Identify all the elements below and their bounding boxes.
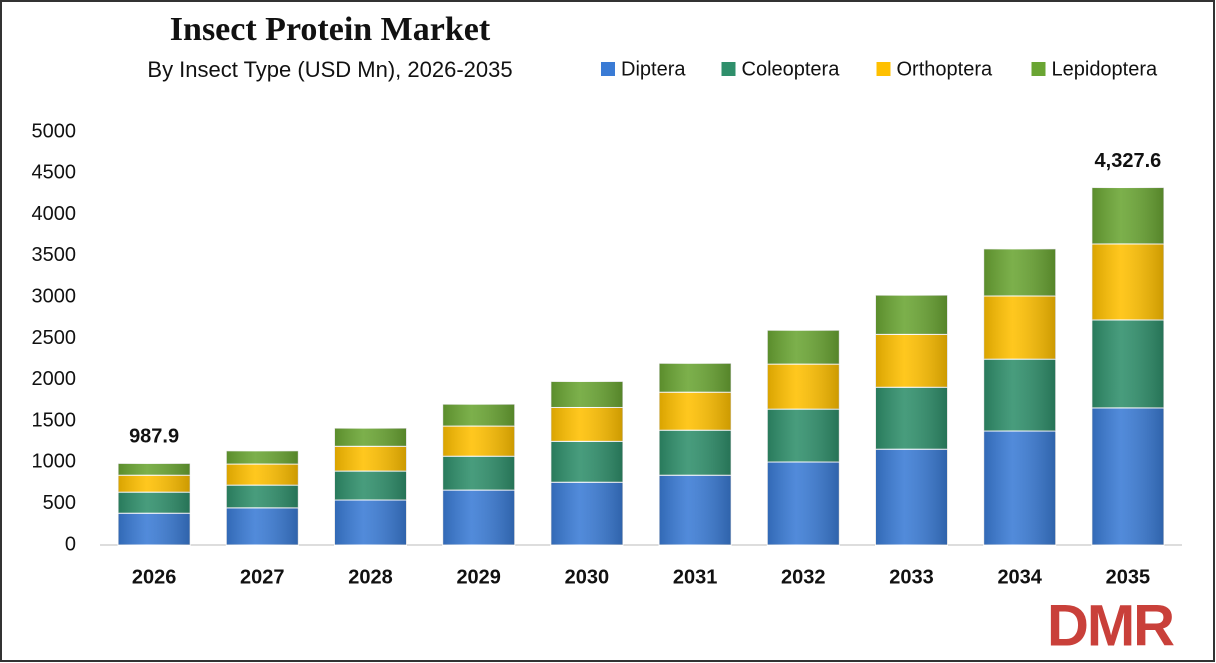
bar-segment [766,329,840,365]
x-tick-label: 2031 [673,566,718,588]
y-tick-label: 1000 [32,451,77,473]
bar-segment [334,427,407,447]
bar-segment [550,440,624,483]
bar-segment [334,470,407,501]
x-tick-label: 2033 [889,566,934,588]
legend-label: Lepidoptera [1052,58,1159,80]
bar-segment [117,462,191,476]
bar-segment [117,491,191,514]
bar-segment [442,455,516,491]
legend-label: Orthoptera [897,58,993,80]
y-tick-label: 5000 [32,120,77,142]
bar-segment [983,430,1057,546]
bar-segment [766,363,840,410]
bar-segment [658,474,732,546]
bar-segment [658,362,732,393]
bar-segment [225,484,299,509]
bar-segment [983,248,1057,297]
y-tick-label: 3500 [32,244,77,266]
y-tick-label: 0 [65,533,76,555]
y-tick-label: 3000 [32,285,77,307]
logo: DMR [1047,593,1174,658]
bar-segment [442,489,516,546]
legend-swatch [601,62,615,76]
bar-segment [875,333,948,388]
legend-label: Diptera [621,58,686,80]
chart-subtitle: By Insect Type (USD Mn), 2026-2035 [147,57,512,82]
y-tick-label: 2500 [32,327,77,349]
bar-segment [550,380,624,408]
bar-segment [658,429,732,476]
legend-label: Coleoptera [742,58,841,80]
bar-segment [658,391,732,431]
bar-segment [875,448,948,546]
total-label: 987.9 [129,426,179,448]
x-tick-label: 2032 [781,566,826,588]
y-tick-label: 4500 [32,162,77,184]
bar-segment [875,294,948,335]
bar-segment [442,403,516,427]
x-tick-label: 2030 [565,566,610,588]
x-tick-label: 2034 [997,566,1042,588]
bar-segment [117,512,191,546]
bar-segment [1091,187,1165,245]
bar-segment [1091,319,1165,409]
bar-segment [875,386,948,450]
bar-segment [225,450,299,465]
bar-segment [225,507,299,546]
y-tick-label: 1500 [32,409,77,431]
bar-segment [1091,407,1165,546]
y-tick-label: 2000 [32,368,77,390]
x-tick-label: 2029 [456,566,501,588]
bar-segment [442,425,516,457]
bar-segment [334,499,407,546]
bar-segment [117,474,191,493]
bar-segment [983,358,1057,432]
bar-segment [334,445,407,472]
bar-segment [550,406,624,442]
x-tick-label: 2035 [1106,566,1151,588]
chart-title: Insect Protein Market [170,11,491,48]
total-label: 4,327.6 [1095,150,1162,172]
x-tick-label: 2028 [348,566,393,588]
legend-swatch [1031,62,1046,76]
bar-segment [766,461,840,546]
legend-swatch [876,62,891,76]
bar-segment [1091,243,1165,321]
bar-segment [225,463,299,486]
x-tick-label: 2027 [240,566,285,588]
bar-segment [550,481,624,546]
x-tick-label: 2026 [132,566,177,588]
bar-segment [983,295,1057,360]
y-tick-label: 4000 [32,203,77,225]
legend-swatch [721,62,736,76]
y-tick-label: 500 [43,492,76,514]
bar-segment [766,408,840,463]
